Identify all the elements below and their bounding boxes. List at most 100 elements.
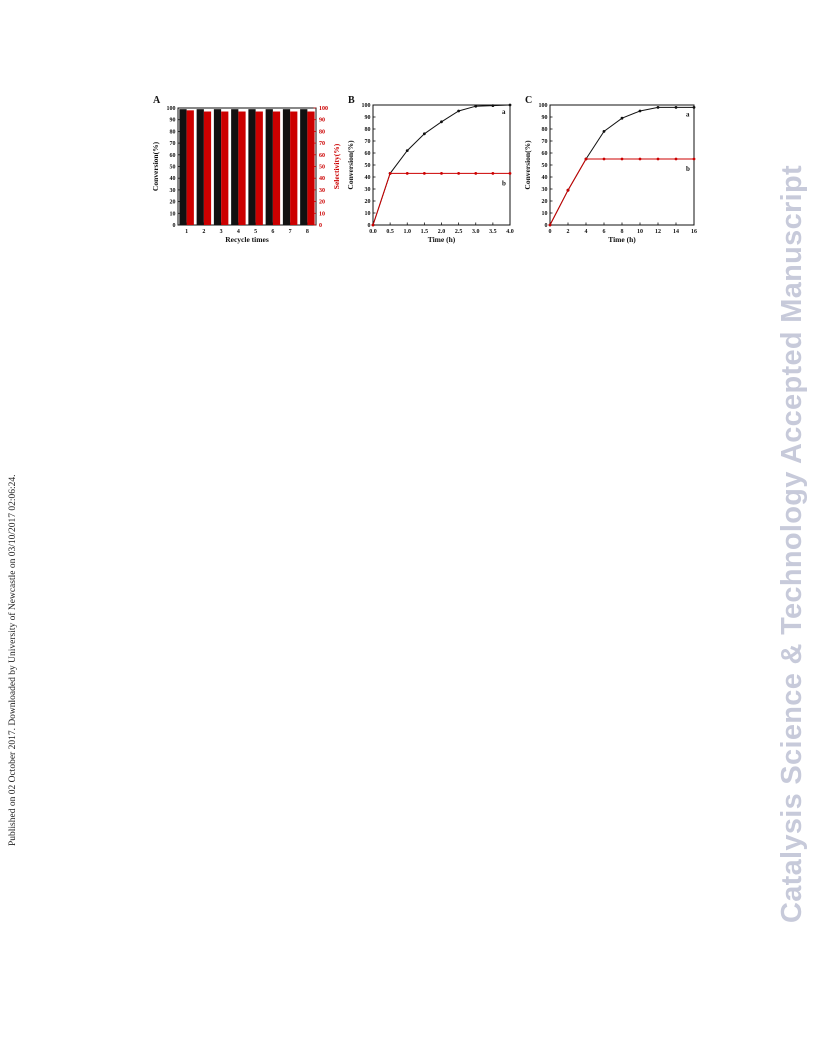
xtick-label: 1.0: [404, 229, 412, 235]
ytick-label: 80: [365, 127, 371, 133]
ytick-label: 80: [170, 129, 176, 135]
data-point-a: [620, 116, 624, 120]
xtick-label: 4.0: [506, 229, 514, 235]
bar-conversion: [213, 109, 222, 225]
data-point-a: [692, 106, 696, 109]
ytick-label-right: 70: [319, 141, 325, 147]
data-point-b: [440, 172, 443, 175]
ytick-label: 20: [365, 199, 371, 205]
ytick-label: 10: [542, 211, 548, 217]
figure: A 0 0 10 10 20 20 30 30 40 40 50 50 60 60 70 70 80 80 90 90 1…: [148, 90, 708, 255]
ytick-label: 90: [542, 115, 548, 121]
ytick-label: 50: [170, 165, 176, 171]
data-point-a: [602, 130, 606, 133]
ytick-label-right: 30: [319, 188, 325, 194]
data-point-b: [491, 172, 495, 175]
bar-conversion: [248, 109, 256, 225]
ytick-label-right: 50: [319, 165, 325, 171]
ytick-label-right: 20: [319, 200, 325, 206]
bar-conversion: [231, 109, 239, 225]
ytick-label: 90: [365, 115, 371, 121]
xtick-label: 10: [637, 229, 643, 235]
ytick-label: 60: [542, 151, 548, 157]
data-point-a: [674, 106, 678, 109]
y-axis-label: Conversion(%): [523, 140, 532, 190]
data-point-b: [620, 157, 624, 161]
ytick-label: 20: [542, 199, 548, 205]
data-point-a: [638, 109, 642, 113]
ytick-label: 40: [365, 175, 371, 181]
xtick-label: 6: [271, 229, 274, 235]
data-point-b: [508, 172, 512, 175]
ytick-label: 20: [170, 200, 176, 206]
ytick-label: 50: [542, 163, 548, 169]
ytick-label: 10: [170, 211, 176, 217]
data-point-b: [602, 157, 606, 161]
xtick-label: 0.0: [369, 229, 377, 235]
data-point-a: [474, 104, 478, 108]
bar-selectivity: [186, 110, 194, 225]
xtick-label: 1.5: [421, 229, 429, 235]
publication-note: Published on 02 October 2017. Downloaded…: [8, 474, 18, 846]
ytick-label: 50: [365, 163, 371, 169]
y-axis-label: Conversion(%): [151, 141, 160, 191]
data-point-a: [656, 106, 660, 109]
ytick-label-right: 100: [319, 106, 328, 112]
bar-conversion: [179, 109, 187, 225]
series-line-b: [549, 158, 694, 226]
bar-selectivity: [272, 111, 281, 225]
data-point-b: [405, 172, 409, 175]
data-point-b: [584, 157, 588, 161]
panel-label-A: A: [153, 95, 161, 106]
data-point-b: [422, 172, 426, 175]
bar-selectivity: [307, 111, 315, 225]
ytick-label: 100: [539, 103, 548, 109]
xtick-label: 4: [237, 229, 240, 235]
ytick-label-right: 10: [319, 211, 325, 217]
bar-selectivity: [203, 111, 212, 225]
ytick-label: 30: [170, 188, 176, 194]
plot-frame-C: [549, 104, 695, 226]
bar-conversion: [282, 109, 291, 225]
ytick-label: 0: [368, 223, 371, 229]
data-point-b: [548, 223, 552, 227]
bar-selectivity: [255, 111, 263, 225]
xtick-label: 16: [691, 229, 697, 235]
data-point-a: [440, 120, 443, 124]
series-label-b: b: [502, 179, 506, 187]
xtick-label: 4: [585, 229, 588, 235]
data-point-b: [674, 157, 678, 161]
bar-conversion: [300, 109, 308, 225]
xtick-label: 2.5: [455, 229, 463, 235]
xtick-label: 2.0: [438, 229, 446, 235]
data-point-a: [491, 104, 495, 107]
journal-watermark: Catalysis Science & Technology Accepted …: [776, 165, 808, 923]
series-line-a: [549, 106, 694, 226]
ytick-label: 60: [170, 153, 176, 159]
bar-selectivity: [290, 111, 298, 225]
ytick-label: 70: [542, 139, 548, 145]
bar-conversion: [265, 109, 273, 225]
ytick-label: 0: [173, 223, 176, 229]
series-label-b: b: [686, 165, 690, 173]
xtick-label: 2: [202, 229, 205, 235]
panel-label-C: C: [525, 95, 532, 106]
ytick-label: 100: [362, 103, 371, 109]
ytick-label-right: 40: [319, 176, 325, 182]
series-label-a: a: [686, 110, 690, 118]
data-point-a: [508, 103, 512, 107]
xtick-label: 14: [673, 229, 679, 235]
ytick-label: 70: [365, 139, 371, 145]
xtick-label: 6: [603, 229, 606, 235]
ytick-label: 90: [170, 118, 176, 124]
xtick-label: 7: [289, 229, 292, 235]
xtick-label: 1: [185, 229, 188, 235]
ytick-label: 60: [365, 151, 371, 157]
ytick-label: 70: [170, 141, 176, 147]
ytick-label-right: 0: [319, 223, 322, 229]
y-axis-label: Conversion(%): [346, 140, 355, 190]
x-axis-label: Time (h): [428, 235, 456, 244]
ytick-label: 40: [170, 176, 176, 182]
series-line-b: [372, 172, 510, 226]
